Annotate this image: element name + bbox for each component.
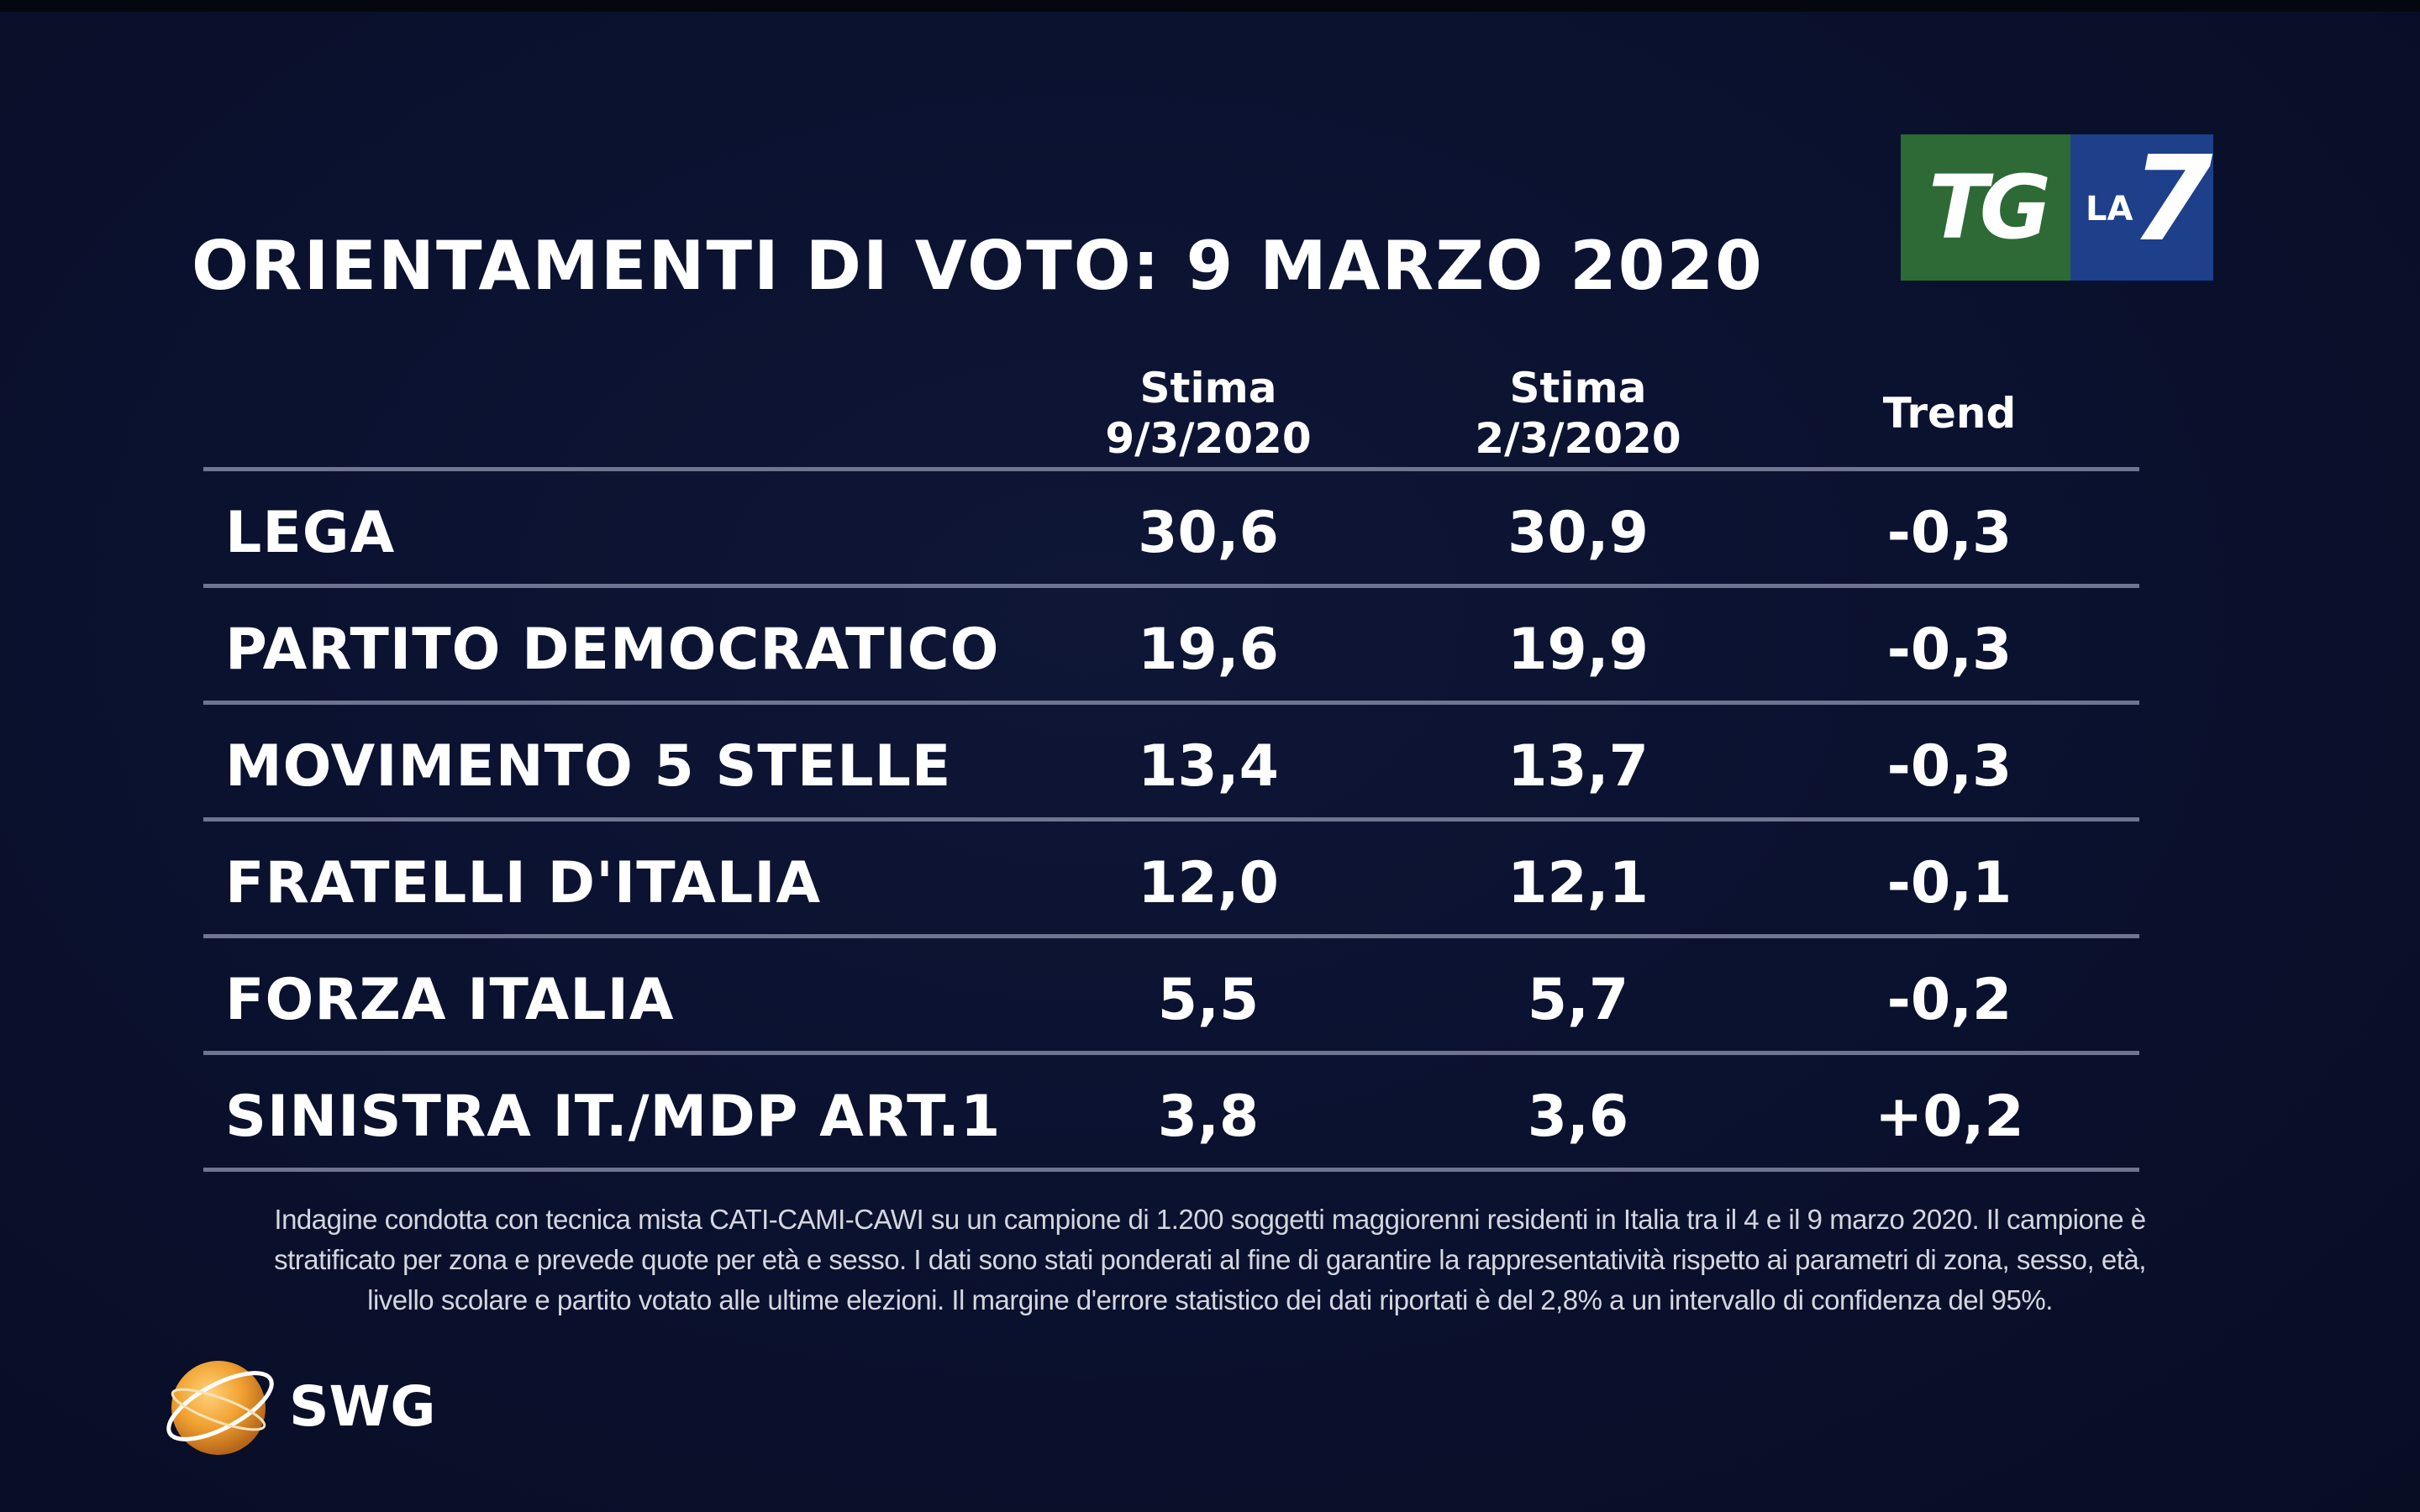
table-rule [203, 701, 2139, 705]
tg-la7-logo: TG LA 7 [1901, 134, 2213, 281]
table-row: FORZA ITALIA 5,5 5,7 -0,2 [203, 938, 2139, 1054]
stima-current-value: 12,0 [1138, 850, 1279, 916]
table-row: LEGA 30,6 30,9 -0,3 [203, 471, 2139, 587]
stima-current-value: 3,8 [1157, 1084, 1260, 1150]
table-row: PARTITO DEMOCRATICO 19,6 19,9 -0,3 [203, 588, 2139, 704]
trend-value: -0,3 [1886, 617, 2012, 683]
column-header-line1: Stima [1139, 364, 1277, 412]
trend-value: -0,2 [1886, 967, 2012, 1033]
column-header-line1: Stima [1509, 364, 1647, 412]
table-row: FRATELLI D'ITALIA 12,0 12,1 -0,1 [203, 822, 2139, 937]
footnote-line: stratificato per zona e prevede quote pe… [274, 1244, 2146, 1275]
stima-previous-value: 12,1 [1507, 850, 1649, 916]
column-header-trend: Trend [1832, 388, 2067, 438]
party-name: FRATELLI D'ITALIA [225, 850, 822, 916]
trend-value: +0,2 [1875, 1084, 2024, 1150]
swg-logo: SWG [158, 1344, 436, 1470]
column-header-stima-previous: Stima 2/3/2020 [1452, 363, 1704, 464]
logo-la: LA [2086, 190, 2133, 228]
table-rule [203, 1168, 2139, 1172]
footnote-line: Indagine condotta con tecnica mista CATI… [274, 1204, 2146, 1235]
column-header-line2: 2/3/2020 [1475, 414, 1681, 463]
table-row: SINISTRA IT./MDP ART.1 3,8 3,6 +0,2 [203, 1055, 2139, 1171]
logo-la7: LA 7 [2070, 134, 2213, 281]
column-header-line1: Trend [1882, 389, 2017, 438]
stima-current-value: 5,5 [1157, 967, 1260, 1033]
stima-previous-value: 30,9 [1507, 500, 1649, 566]
logo-seven: 7 [2131, 131, 2213, 268]
table-rule [203, 817, 2139, 822]
footnote-line: livello scolare e partito votato alle ul… [367, 1284, 2053, 1315]
logo-tg: TG [1901, 134, 2070, 281]
table-rule [203, 467, 2139, 471]
stima-previous-value: 3,6 [1527, 1084, 1629, 1150]
stima-current-value: 19,6 [1138, 617, 1279, 683]
column-header-stima-current: Stima 9/3/2020 [1082, 363, 1334, 464]
party-name: SINISTRA IT./MDP ART.1 [225, 1084, 1002, 1150]
stima-current-value: 13,4 [1138, 733, 1279, 800]
page-title: ORIENTAMENTI DI VOTO: 9 MARZO 2020 [192, 227, 1764, 305]
table-rule [203, 934, 2139, 938]
table-rule [203, 1051, 2139, 1055]
party-name: LEGA [225, 500, 396, 566]
methodology-footnote: Indagine condotta con tecnica mista CATI… [193, 1200, 2227, 1320]
trend-value: -0,1 [1886, 850, 2012, 916]
party-name: FORZA ITALIA [225, 967, 675, 1033]
stima-previous-value: 5,7 [1527, 967, 1629, 1033]
stima-previous-value: 19,9 [1507, 617, 1649, 683]
table-rule [203, 584, 2139, 588]
swg-wordmark: SWG [289, 1374, 436, 1439]
stima-previous-value: 13,7 [1507, 733, 1649, 800]
party-name: MOVIMENTO 5 STELLE [225, 733, 952, 800]
column-header-line2: 9/3/2020 [1105, 414, 1312, 463]
trend-value: -0,3 [1886, 500, 2012, 566]
party-name: PARTITO DEMOCRATICO [225, 617, 1000, 683]
table-row: MOVIMENTO 5 STELLE 13,4 13,7 -0,3 [203, 705, 2139, 821]
stima-current-value: 30,6 [1138, 500, 1279, 566]
trend-value: -0,3 [1886, 733, 2012, 800]
globe-icon [166, 1361, 274, 1455]
